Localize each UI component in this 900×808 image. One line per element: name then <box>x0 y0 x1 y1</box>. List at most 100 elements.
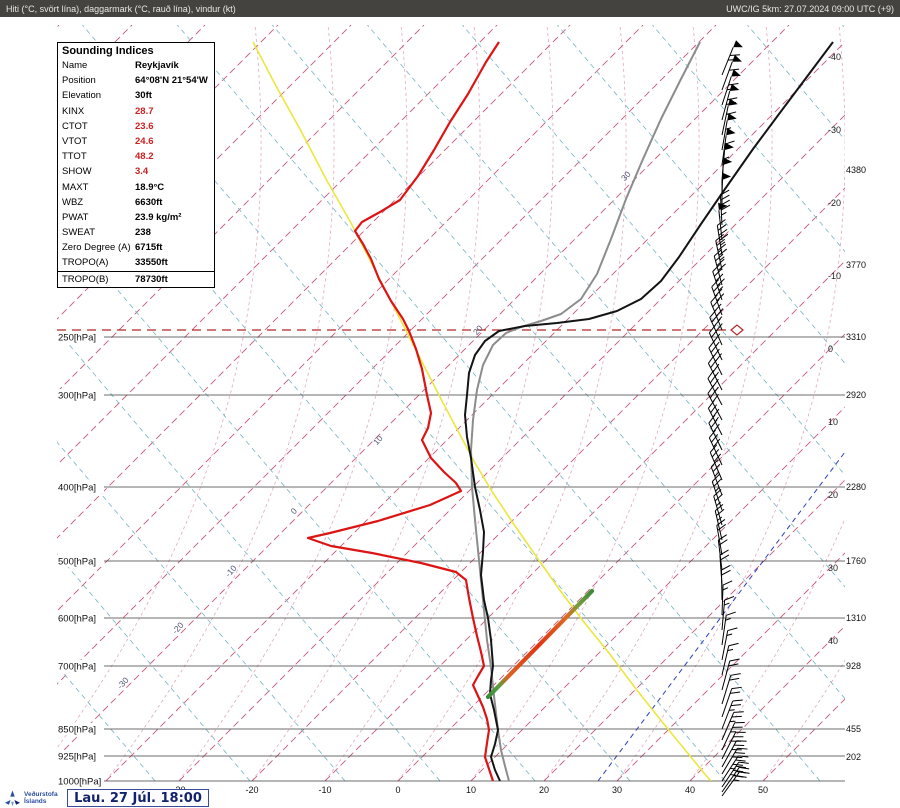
index-row: WBZ 6630ft <box>58 195 214 210</box>
axis-label: 500[hPa] <box>58 557 96 568</box>
index-row: SWEAT 238 <box>58 225 214 240</box>
index-label: VTOT <box>62 135 88 147</box>
index-value: 24.6 <box>135 135 154 147</box>
axis-label: -30 <box>828 125 841 135</box>
met-office-logo: Veðurstofa Íslands <box>4 788 58 808</box>
axis-label: -10 <box>318 785 331 795</box>
index-row: KINX 28.7 <box>58 104 214 119</box>
index-label: TROPO(A) <box>62 257 109 269</box>
index-row: TROPO(A) 33550ft <box>58 255 214 270</box>
wind-barb <box>710 459 723 496</box>
index-label: CTOT <box>62 120 88 132</box>
wind-barb <box>709 444 723 481</box>
wind-barb <box>721 761 749 788</box>
wind-barb <box>716 519 727 556</box>
index-value: 30ft <box>135 90 152 102</box>
axis-label: -40 <box>828 52 841 62</box>
logo-line2: Íslands <box>24 798 47 805</box>
sounding-curves <box>252 41 834 781</box>
index-label: TTOT <box>62 151 87 163</box>
skewt-grid <box>57 25 845 781</box>
index-label: Zero Degree (A) <box>62 242 131 254</box>
index-value: 6630ft <box>135 196 163 208</box>
wind-barb <box>721 755 749 782</box>
wind-barb <box>720 564 731 601</box>
axis-label: -20 <box>170 620 186 636</box>
index-label: SHOW <box>62 166 92 178</box>
index-label: WBZ <box>62 196 84 208</box>
axis-label: 455 <box>846 724 861 734</box>
axis-label: -20 <box>828 198 841 208</box>
sounding-indices-box: Sounding Indices Name Reykjavík Position 64… <box>57 42 215 288</box>
tropopause-line <box>57 324 744 336</box>
index-row: PWAT 23.9 kg/m² <box>58 210 214 225</box>
wind-barb <box>721 686 742 718</box>
wind-barb <box>710 294 724 331</box>
wind-barb <box>718 202 728 241</box>
wind-barb <box>721 611 736 646</box>
wind-barb <box>721 711 744 741</box>
axis-label: 202 <box>846 752 861 762</box>
index-value: 6715ft <box>135 242 163 254</box>
wind-barb <box>721 69 741 106</box>
wind-barb <box>711 474 723 511</box>
wind-barb <box>721 595 735 631</box>
wind-barb <box>721 771 750 797</box>
header-run-info: UWC/IG 5km: 27.07.2024 09:00 UTC (+9) <box>726 3 894 14</box>
axis-label: 10 <box>466 785 476 795</box>
axis-label: 2280 <box>846 482 866 492</box>
axis-label: 0 <box>288 506 299 516</box>
curve-aux-yellow <box>252 41 712 781</box>
axis-label: 2920 <box>846 390 866 400</box>
axis-label: 40 <box>685 785 695 795</box>
index-value: 33550ft <box>135 257 168 269</box>
axis-label: 850[hPa] <box>58 725 96 736</box>
index-value: 28.7 <box>135 105 154 117</box>
valid-time-label: Lau. 27 Júl. 18:00 <box>67 789 209 807</box>
axis-label: 10 <box>371 433 385 447</box>
index-value: Reykjavík <box>135 60 179 71</box>
logo-line1: Veðurstofa <box>24 790 58 798</box>
curve-temperature-black <box>464 41 834 781</box>
header-bar: Hiti (°C, svört lína), daggarmark (°C, r… <box>0 0 900 17</box>
axis-label: 30 <box>612 785 622 795</box>
index-label: TROPO(B) <box>62 273 109 285</box>
wind-barb <box>707 399 723 436</box>
wind-barb <box>707 354 723 391</box>
axis-label: -10 <box>828 271 841 281</box>
logo-glyph-icon <box>4 789 21 807</box>
wind-barb <box>721 113 737 151</box>
axis-label: 3310 <box>846 332 866 342</box>
curve-reference-gray <box>470 41 701 781</box>
axis-label: 0 <box>395 785 400 795</box>
wind-barb <box>721 127 736 166</box>
axis-label: 3770 <box>846 260 866 270</box>
index-value: 48.2 <box>135 151 154 163</box>
wind-barb <box>715 233 728 271</box>
wind-barbs <box>707 40 750 797</box>
index-value: 23.9 kg/m² <box>135 211 182 223</box>
axis-label: -10 <box>223 563 239 579</box>
index-row: VTOT 24.6 <box>58 134 214 149</box>
wind-barb <box>708 339 723 376</box>
axis-label: 30 <box>619 169 633 183</box>
wind-barb <box>713 248 726 286</box>
wind-barb <box>721 627 738 661</box>
wind-barb <box>721 722 745 751</box>
index-value: 238 <box>135 227 151 239</box>
index-label: Elevation <box>62 90 102 102</box>
axis-label: 30 <box>828 563 838 573</box>
indices-rows: Name Reykjavík Position 64°08'N 21°54'W Elev… <box>58 58 214 287</box>
index-label: Position <box>62 75 96 87</box>
wind-barb <box>712 264 725 301</box>
axis-label: 925[hPa] <box>58 752 96 763</box>
wind-barb <box>721 699 743 730</box>
wind-barb <box>714 503 725 541</box>
axis-label: 300[hPa] <box>58 391 96 402</box>
wind-barb <box>707 370 723 406</box>
wind-barb <box>721 642 739 676</box>
index-row: CTOT 23.6 <box>58 119 214 134</box>
axis-label: 700[hPa] <box>58 662 96 673</box>
